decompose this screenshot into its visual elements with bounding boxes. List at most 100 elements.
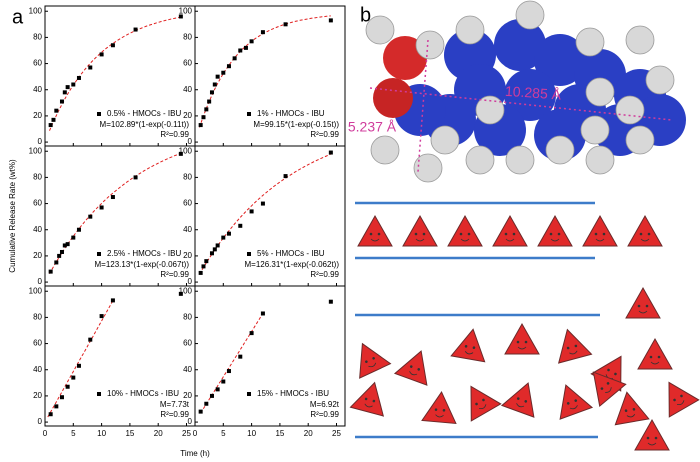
panel-label: a: [12, 6, 24, 28]
data-point: [221, 235, 226, 240]
triangle-body: [492, 214, 528, 247]
data-point: [59, 395, 64, 400]
annotation: M=123.13*(1-exp(-0.067t)): [95, 260, 190, 269]
eye: [459, 232, 463, 236]
y-tick-label: 60: [33, 339, 42, 348]
triangle: [537, 214, 573, 247]
data-point: [71, 82, 76, 87]
y-tick-label: 60: [183, 59, 192, 68]
data-point: [198, 409, 203, 414]
atom-h: [585, 145, 615, 175]
x-tick-label: 0: [193, 429, 198, 438]
triangle: [634, 418, 670, 451]
triangle: [627, 214, 663, 247]
data-point: [226, 231, 231, 236]
data-point: [209, 90, 214, 95]
data-point: [249, 209, 254, 214]
y-tick-label: 100: [29, 286, 43, 295]
mouth: [550, 238, 560, 242]
y-tick-label: 40: [33, 225, 42, 234]
eye: [414, 232, 418, 236]
y-tick-label: 0: [188, 417, 193, 426]
triangle: [402, 214, 438, 247]
data-point: [238, 48, 243, 53]
atom-h: [625, 125, 655, 155]
triangle-body: [470, 385, 502, 422]
data-point: [238, 354, 243, 359]
triangle-body: [627, 214, 663, 247]
data-point: [65, 384, 70, 389]
eye: [646, 436, 650, 440]
data-point: [59, 249, 64, 254]
data-point: [71, 375, 76, 380]
triangle-body: [557, 328, 593, 364]
data-point: [133, 27, 138, 32]
x-tick-label: 25: [182, 429, 191, 438]
y-tick-label: 40: [183, 85, 192, 94]
atom-h: [515, 0, 545, 30]
data-point: [76, 227, 81, 232]
y-axis-title: Cumulative Release Rate (wt%): [8, 159, 17, 273]
triangle-body: [637, 337, 673, 370]
data-point: [110, 43, 115, 48]
triangle-body: [450, 328, 486, 363]
annotation: M=99.15*(1-exp(-0.15t)): [253, 120, 339, 129]
eye: [524, 340, 528, 344]
eye: [645, 304, 649, 308]
fit-curve: [199, 15, 331, 128]
eye: [639, 232, 643, 236]
eye: [657, 355, 661, 359]
triangle-body: [421, 391, 457, 425]
eye: [372, 399, 376, 403]
mouth: [569, 350, 578, 355]
triangle-body: [537, 214, 573, 247]
y-tick-label: 80: [33, 313, 42, 322]
mouth: [569, 405, 578, 410]
y-tick-label: 100: [29, 146, 43, 155]
x-tick-label: 0: [43, 429, 48, 438]
data-point: [76, 363, 81, 368]
annotation: M=126.31*(1-exp(-0.062t)): [245, 260, 340, 269]
mouth: [676, 400, 685, 406]
mouth: [478, 404, 487, 410]
triangle: [500, 382, 535, 418]
annotation: R²=0.99: [160, 410, 189, 419]
triangle-body: [500, 382, 535, 418]
data-point: [221, 70, 226, 75]
data-point: [57, 253, 62, 258]
data-point: [215, 74, 220, 79]
triangle-body: [614, 391, 650, 426]
eye: [475, 402, 478, 406]
data-point: [328, 299, 333, 304]
data-point: [88, 65, 93, 70]
triangle: [421, 391, 457, 425]
y-tick-label: 20: [33, 251, 42, 260]
atom-n: [504, 69, 556, 121]
y-tick-label: 100: [179, 6, 193, 15]
data-point: [62, 243, 67, 248]
eye: [549, 232, 553, 236]
eye: [637, 304, 641, 308]
fit-curve: [47, 298, 115, 418]
atom-h: [430, 125, 460, 155]
triangle-body: [668, 381, 700, 418]
triangle: [637, 337, 673, 370]
molecule: [365, 0, 686, 183]
triangle: [625, 286, 661, 319]
triangle: [668, 381, 700, 418]
mouth: [650, 361, 660, 365]
triangle: [470, 385, 502, 422]
data-point: [226, 64, 231, 69]
eye: [649, 355, 653, 359]
y-tick-label: 0: [38, 417, 43, 426]
data-point: [54, 108, 59, 113]
data-point: [232, 56, 237, 61]
eye: [409, 365, 413, 368]
data-point: [328, 150, 333, 155]
x-tick-label: 20: [154, 429, 163, 438]
triangle: [582, 214, 618, 247]
y-tick-label: 100: [179, 286, 193, 295]
triangle-body: [625, 286, 661, 319]
triangle-body: [634, 418, 670, 451]
